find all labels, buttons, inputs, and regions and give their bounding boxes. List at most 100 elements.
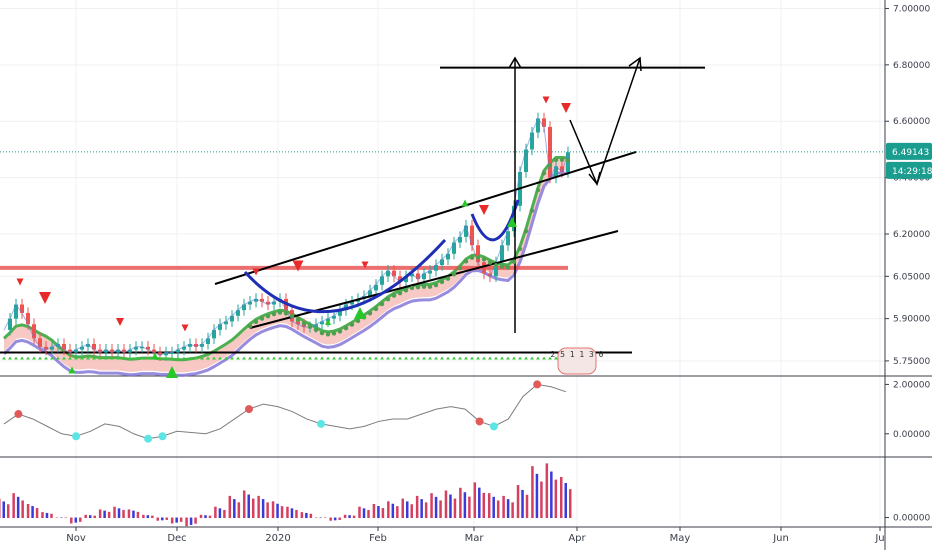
buy-signal-marker[interactable]: [507, 217, 517, 227]
candle-body[interactable]: [110, 349, 114, 353]
candle-body[interactable]: [266, 301, 270, 305]
histogram-pane[interactable]: [0, 463, 572, 527]
candle-body[interactable]: [374, 284, 378, 291]
candle-body[interactable]: [470, 225, 474, 246]
price-pane[interactable]: 2 5 1 1 3 0: [0, 56, 885, 378]
candle-body[interactable]: [86, 343, 90, 347]
candle-body[interactable]: [536, 118, 540, 133]
candle-body[interactable]: [98, 349, 102, 353]
buy-signal-marker[interactable]: [354, 307, 366, 319]
candle-body[interactable]: [506, 231, 510, 246]
candle-body[interactable]: [116, 349, 120, 353]
candle-body[interactable]: [50, 346, 54, 350]
candle-body[interactable]: [140, 346, 144, 349]
handle-curve[interactable]: [470, 199, 520, 242]
candle-body[interactable]: [230, 315, 234, 322]
channel-lower-line[interactable]: [249, 230, 619, 329]
candle-body[interactable]: [338, 310, 342, 316]
price-axis[interactable]: 7.000006.800006.600006.400006.200006.050…: [885, 4, 932, 524]
oscillator-line[interactable]: [3, 383, 567, 440]
candle-body[interactable]: [32, 324, 36, 339]
candle-body[interactable]: [392, 270, 396, 277]
oscillator-pane[interactable]: [3, 380, 567, 443]
candle-body[interactable]: [302, 324, 306, 328]
candle-body[interactable]: [80, 346, 84, 350]
candle-body[interactable]: [212, 329, 216, 339]
candle-body[interactable]: [410, 273, 414, 277]
candle-body[interactable]: [530, 132, 534, 150]
candle-body[interactable]: [248, 301, 252, 305]
candle-body[interactable]: [458, 236, 462, 243]
buy-signal-marker[interactable]: [325, 319, 331, 325]
candle-body[interactable]: [446, 253, 450, 260]
sell-signal-marker[interactable]: [542, 96, 550, 104]
candle-body[interactable]: [434, 265, 438, 271]
candle-body[interactable]: [146, 346, 150, 350]
candle-body[interactable]: [92, 343, 96, 350]
candle-body[interactable]: [254, 298, 258, 302]
candle-body[interactable]: [38, 338, 42, 347]
candle-body[interactable]: [134, 346, 138, 350]
candle-body[interactable]: [416, 273, 420, 280]
candle-body[interactable]: [26, 312, 30, 325]
time-axis[interactable]: Nov Dec 2020 Feb Mar Apr May Jun Ju: [66, 527, 885, 544]
candle-body[interactable]: [44, 346, 48, 350]
candle-body[interactable]: [398, 276, 402, 282]
last-price-badge[interactable]: [886, 142, 932, 160]
candle-body[interactable]: [182, 346, 186, 350]
sell-signal-marker[interactable]: [561, 103, 571, 113]
candle-body[interactable]: [224, 321, 228, 325]
sell-signal-marker[interactable]: [16, 278, 24, 286]
candle-body[interactable]: [524, 149, 528, 172]
candle-body[interactable]: [104, 349, 108, 353]
candle-body[interactable]: [320, 321, 324, 325]
candle-body[interactable]: [152, 349, 156, 353]
candle-body[interactable]: [494, 262, 498, 277]
candle-body[interactable]: [482, 262, 486, 274]
candle-body[interactable]: [62, 343, 66, 350]
sell-signal-marker[interactable]: [181, 324, 189, 332]
candle-body[interactable]: [488, 273, 492, 277]
buy-signal-marker[interactable]: [166, 366, 178, 378]
candle-body[interactable]: [68, 349, 72, 353]
candle-body[interactable]: [122, 349, 126, 353]
candle-body[interactable]: [14, 304, 18, 319]
candle-body[interactable]: [542, 118, 546, 127]
candle-body[interactable]: [380, 276, 384, 285]
candle-body[interactable]: [272, 301, 276, 305]
sell-signal-marker[interactable]: [116, 318, 124, 326]
candle-body[interactable]: [218, 324, 222, 330]
candle-body[interactable]: [74, 349, 78, 353]
candle-body[interactable]: [452, 242, 456, 254]
sell-signal-marker[interactable]: [479, 205, 489, 215]
channel-upper-line[interactable]: [214, 151, 637, 285]
cup-curve[interactable]: [243, 238, 447, 314]
candle-body[interactable]: [236, 310, 240, 316]
candle-body[interactable]: [476, 245, 480, 263]
candle-body[interactable]: [554, 166, 558, 178]
candle-body[interactable]: [194, 343, 198, 347]
buy-signal-marker[interactable]: [461, 199, 469, 207]
candle-body[interactable]: [206, 338, 210, 344]
candle-body[interactable]: [464, 225, 468, 237]
candle-body[interactable]: [128, 349, 132, 353]
candle-body[interactable]: [260, 298, 264, 302]
candle-body[interactable]: [56, 343, 60, 347]
candle-body[interactable]: [158, 352, 162, 356]
candle-body[interactable]: [512, 205, 516, 232]
buy-signal-marker[interactable]: [151, 352, 159, 360]
candle-body[interactable]: [164, 352, 168, 356]
candle-body[interactable]: [20, 304, 24, 313]
sell-signal-marker[interactable]: [39, 292, 51, 304]
buy-signal-marker[interactable]: [68, 366, 76, 374]
candle-body[interactable]: [176, 349, 180, 353]
candle-body[interactable]: [428, 270, 432, 274]
candle-body[interactable]: [560, 166, 564, 172]
candle-body[interactable]: [242, 304, 246, 311]
candle-body[interactable]: [296, 321, 300, 325]
candle-body[interactable]: [332, 315, 336, 319]
candle-body[interactable]: [170, 352, 174, 354]
candle-body[interactable]: [314, 324, 318, 328]
candle-body[interactable]: [422, 273, 426, 280]
